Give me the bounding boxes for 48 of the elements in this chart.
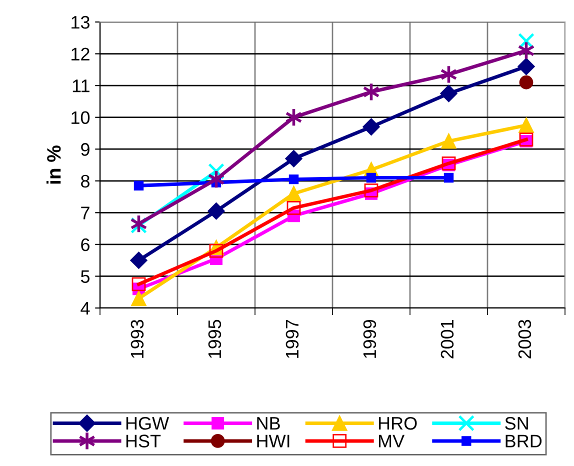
point <box>440 84 458 102</box>
point <box>518 32 534 50</box>
y-tick-label: 9 <box>81 143 90 156</box>
point <box>362 118 380 136</box>
point <box>208 163 224 180</box>
point <box>130 217 147 234</box>
point <box>134 180 144 191</box>
point <box>285 150 302 168</box>
point <box>286 200 301 215</box>
x-tick-label: 2001 <box>440 320 454 358</box>
y-tick-label: 13 <box>72 16 90 29</box>
y-tick-label: 8 <box>81 174 90 188</box>
y-axis-title: in % <box>46 146 61 184</box>
legend-label: SN <box>505 416 528 430</box>
legend-label: BRD <box>506 434 542 448</box>
point <box>366 172 376 183</box>
x-tick-label: 1997 <box>286 320 299 358</box>
point <box>286 186 302 202</box>
point <box>442 156 456 170</box>
point <box>364 183 378 198</box>
point <box>208 202 225 220</box>
x-tick-label: 1993 <box>130 320 144 358</box>
point <box>519 75 534 90</box>
legend-label: HRO <box>378 416 417 430</box>
point <box>288 174 299 184</box>
legend-label: HWI <box>257 434 290 448</box>
point <box>130 252 148 269</box>
x-tick-label: 1999 <box>363 320 376 358</box>
y-tick-label: 11 <box>72 80 90 92</box>
point <box>518 58 535 76</box>
point <box>209 244 224 258</box>
point <box>132 277 146 292</box>
point <box>131 290 146 306</box>
legend-label: HST <box>126 434 161 448</box>
y-tick-label: 7 <box>81 206 90 220</box>
y-tick-label: 6 <box>81 238 90 252</box>
y-tick-label: 10 <box>72 111 90 124</box>
y-tick-label: 12 <box>72 48 90 60</box>
x-tick-label: 2003 <box>518 320 532 358</box>
y-tick-label: 4 <box>80 302 90 315</box>
point <box>444 172 454 183</box>
y-tick-label: 5 <box>80 270 90 283</box>
legend-label: NB <box>257 417 280 430</box>
x-tick-label: 1995 <box>208 320 222 358</box>
point <box>441 134 456 149</box>
legend-label: HGW <box>126 416 170 430</box>
legend-label: MV <box>378 434 405 448</box>
point <box>518 118 534 133</box>
